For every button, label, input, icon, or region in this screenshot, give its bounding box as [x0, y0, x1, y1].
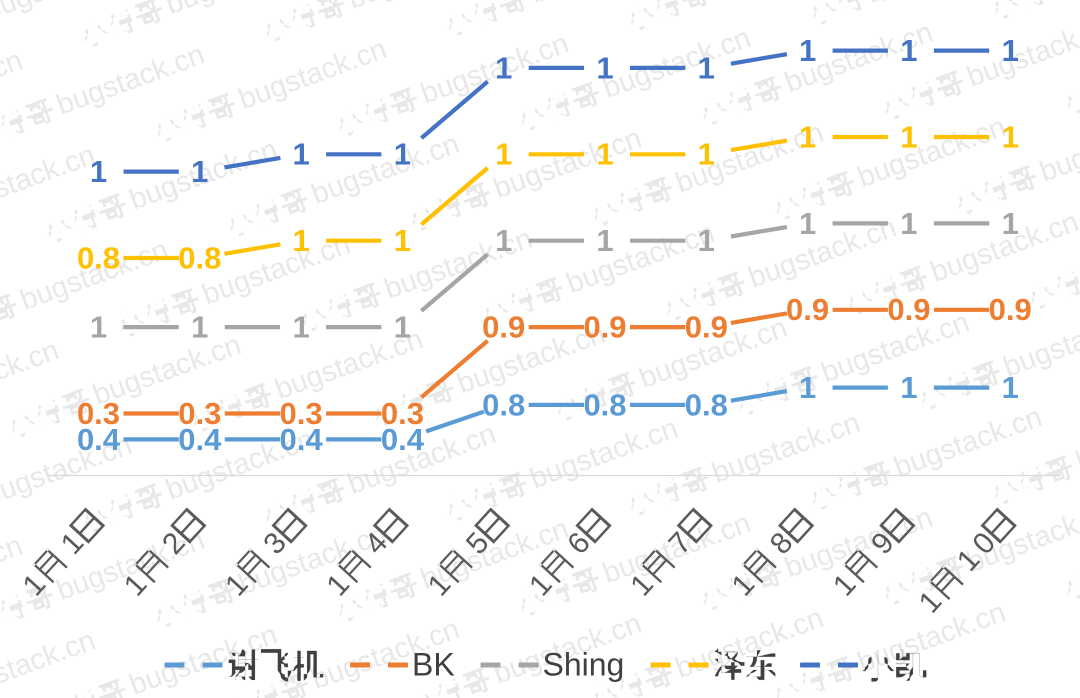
svg-text:1: 1: [495, 50, 512, 85]
svg-text:1: 1: [799, 119, 816, 154]
svg-text:0.4: 0.4: [280, 422, 324, 457]
svg-text:0.9: 0.9: [685, 310, 728, 345]
svg-text:1: 1: [799, 370, 816, 405]
svg-text:0.8: 0.8: [685, 387, 728, 422]
svg-text:1: 1: [1002, 370, 1019, 405]
svg-text:0.8: 0.8: [482, 387, 525, 422]
svg-text:0.9: 0.9: [583, 310, 626, 345]
svg-text:0.9: 0.9: [887, 292, 930, 327]
svg-text:1: 1: [90, 154, 107, 189]
svg-text:0.8: 0.8: [178, 240, 221, 275]
svg-text:1: 1: [1002, 119, 1019, 154]
svg-text:1: 1: [394, 223, 411, 258]
svg-text:1: 1: [900, 206, 917, 241]
svg-text:1: 1: [292, 310, 309, 345]
svg-text:1: 1: [900, 370, 917, 405]
svg-text:0.3: 0.3: [280, 396, 323, 431]
svg-text:1: 1: [799, 206, 816, 241]
svg-text:1: 1: [1002, 33, 1019, 68]
svg-text:1: 1: [191, 154, 208, 189]
svg-text:0.4: 0.4: [77, 422, 121, 457]
svg-text:Shing: Shing: [543, 647, 625, 683]
svg-text:1: 1: [394, 310, 411, 345]
svg-text:0.4: 0.4: [178, 422, 222, 457]
svg-text:0.3: 0.3: [178, 396, 221, 431]
svg-text:1: 1: [799, 33, 816, 68]
svg-text:1: 1: [698, 50, 715, 85]
svg-text:1: 1: [596, 137, 613, 172]
svg-text:1: 1: [596, 50, 613, 85]
svg-text:1: 1: [495, 223, 512, 258]
svg-text:1: 1: [1002, 206, 1019, 241]
svg-text:1: 1: [698, 137, 715, 172]
svg-text:1: 1: [191, 310, 208, 345]
svg-text:0.8: 0.8: [583, 387, 626, 422]
svg-text:1: 1: [596, 223, 613, 258]
svg-text:0.3: 0.3: [77, 396, 120, 431]
svg-text:1: 1: [698, 223, 715, 258]
svg-text:0.3: 0.3: [381, 396, 424, 431]
svg-text:0.4: 0.4: [381, 422, 425, 457]
svg-text:BK: BK: [412, 647, 455, 683]
svg-text:1: 1: [292, 223, 309, 258]
svg-text:0.9: 0.9: [989, 292, 1032, 327]
svg-text:1: 1: [495, 137, 512, 172]
svg-text:1: 1: [90, 310, 107, 345]
svg-text:0.9: 0.9: [786, 292, 829, 327]
svg-text:1: 1: [900, 33, 917, 68]
svg-text:0.8: 0.8: [77, 240, 120, 275]
svg-text:1: 1: [900, 119, 917, 154]
svg-text:0.9: 0.9: [482, 310, 525, 345]
svg-text:1: 1: [394, 137, 411, 172]
svg-text:1: 1: [292, 137, 309, 172]
